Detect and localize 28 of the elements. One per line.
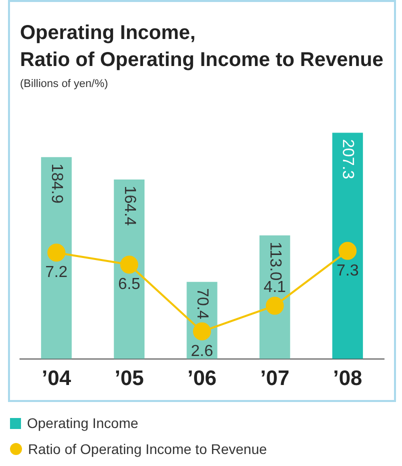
data-label: 7.2 (45, 264, 68, 282)
x-tick-label: ’08 (333, 367, 363, 390)
bar (114, 179, 145, 359)
legend-label: Ratio of Operating Income to Revenue (28, 441, 267, 457)
chart-title: Operating Income, Ratio of Operating Income to Revenue (20, 21, 384, 73)
data-label: 207.3 (339, 139, 356, 180)
x-tick-label: ’05 (114, 367, 144, 390)
data-label: 184.9 (48, 163, 65, 204)
data-label: 113.0 (266, 242, 284, 281)
chart-subtitle: (Billions of yen/%) (19, 78, 110, 90)
x-tick-label: ’04 (42, 367, 72, 390)
bar (259, 235, 290, 359)
point (193, 322, 211, 340)
point (47, 244, 66, 262)
x-tick-label: ’06 (187, 367, 217, 390)
bar (41, 157, 72, 359)
point (266, 296, 284, 315)
legend-label: Operating Income (27, 415, 138, 431)
data-label: 7.3 (336, 262, 359, 280)
point (338, 242, 357, 260)
data-label: 164.4 (120, 186, 138, 226)
data-label: 4.1 (264, 279, 286, 296)
bar (332, 132, 363, 359)
data-label: 70.4 (194, 288, 211, 320)
data-label: 6.5 (118, 276, 140, 294)
x-tick-label: ’07 (260, 367, 290, 390)
point (120, 256, 138, 274)
data-label: 2.6 (190, 342, 214, 360)
